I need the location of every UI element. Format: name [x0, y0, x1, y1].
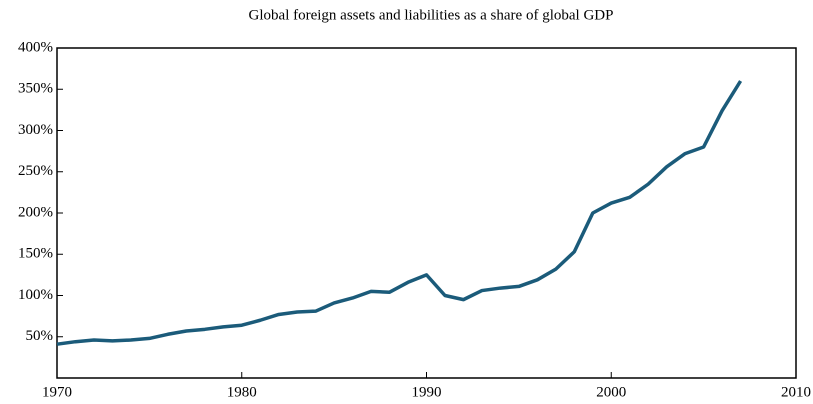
x-tick-label: 1970 — [42, 384, 72, 400]
x-tick-label: 2000 — [596, 384, 626, 400]
y-tick-label: 150% — [18, 246, 53, 262]
plot-frame — [56, 47, 797, 379]
chart-title: Global foreign assets and liabilities as… — [249, 7, 614, 23]
y-tick-label: 250% — [18, 163, 53, 179]
y-tick-label: 300% — [18, 122, 53, 138]
x-tick-label: 2010 — [781, 384, 811, 400]
y-tick-label: 100% — [18, 287, 53, 303]
line — [56, 80, 743, 346]
y-tick-label: 200% — [18, 204, 53, 220]
y-tick-label: 400% — [18, 39, 53, 55]
x-tick-label: 1990 — [412, 384, 442, 400]
y-tick-label: 350% — [18, 81, 53, 97]
x-tick-label: 1980 — [227, 384, 257, 400]
y-tick-label: 50% — [26, 328, 54, 344]
